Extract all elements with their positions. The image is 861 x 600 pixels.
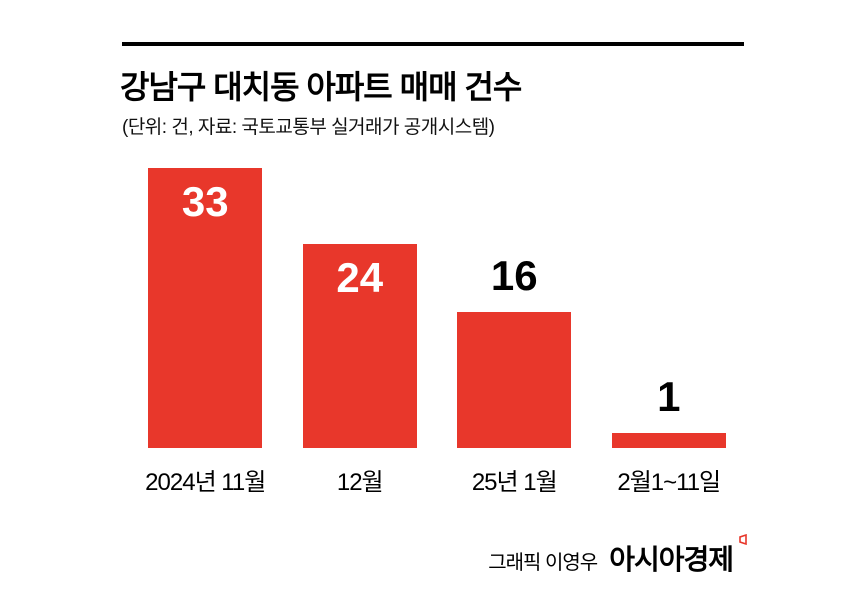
top-rule: [122, 42, 744, 46]
bar-column: 33: [128, 148, 283, 448]
bar: [148, 168, 263, 448]
x-axis-label: 2024년 11월: [145, 469, 266, 496]
x-axis-label: 2월1~11일: [617, 469, 721, 496]
bar-value-label: 24: [336, 254, 384, 301]
bar: [457, 312, 572, 448]
bar-column: 16: [437, 148, 592, 448]
bar-chart-area: 33 24 16 1 2024년 11월 12월 25년 1월 2월1~11일: [128, 148, 746, 497]
x-axis-label: 25년 1월: [471, 469, 558, 496]
bar: [611, 433, 726, 448]
bar-value-label: 16: [490, 252, 538, 299]
brand-mark-icon: [739, 534, 747, 545]
x-axis: 2024년 11월 12월 25년 1월 2월1~11일: [128, 462, 746, 497]
brand-logo-text: 아시아경제: [609, 544, 734, 575]
bar-column: 24: [283, 148, 438, 448]
bar: [302, 244, 417, 448]
brand-logo: 아시아경제: [609, 534, 747, 578]
bar-value-label: 1: [657, 373, 681, 420]
footer: 그래픽 이영우 아시아경제: [488, 534, 747, 578]
bar-chart: 33 24 16 1: [128, 148, 746, 448]
graphic-credit: 그래픽 이영우: [488, 552, 598, 574]
bar-value-label: 33: [181, 178, 229, 225]
bar-column: 1: [592, 148, 747, 448]
chart-subtitle: (단위: 건, 자료: 국토교통부 실거래가 공개시스템): [122, 117, 495, 138]
x-axis-label: 12월: [336, 469, 384, 496]
chart-title: 강남구 대치동 아파트 매매 건수: [120, 69, 522, 105]
